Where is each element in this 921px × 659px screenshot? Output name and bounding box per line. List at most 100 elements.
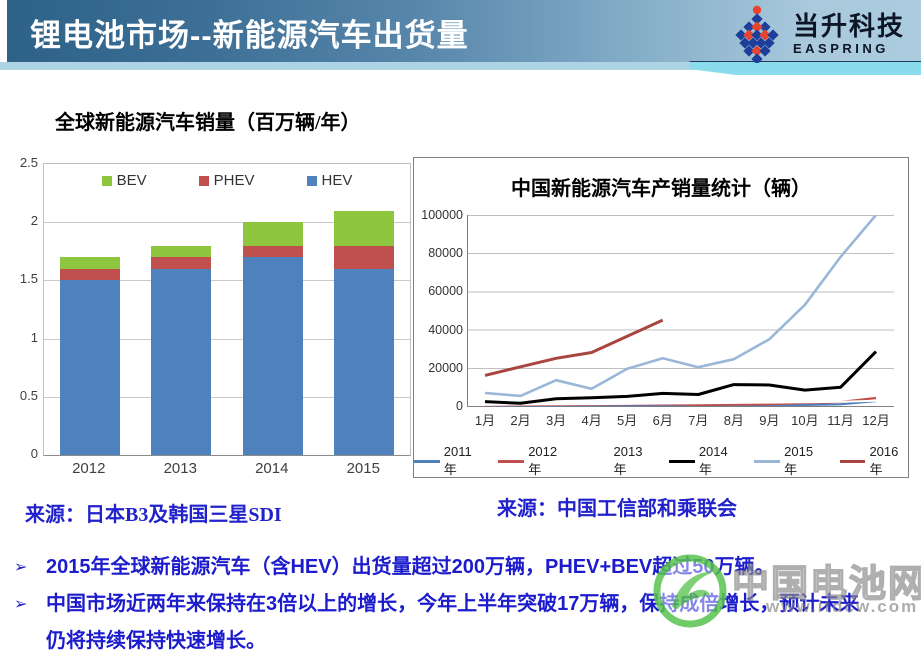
legend-item-2015年: 2015年	[754, 444, 822, 478]
bar-segment-hev	[59, 280, 120, 455]
header-strip	[0, 62, 921, 70]
series-line-2014年	[484, 350, 878, 405]
bar-2013	[151, 164, 212, 455]
legend-label: 2014年	[698, 444, 728, 477]
bar-chart-plot-area: BEV PHEV HEV	[43, 163, 411, 456]
x-axis-tick-label: 2013	[163, 460, 197, 477]
x-axis-tick-label: 6月	[652, 413, 673, 428]
y-axis-tick-label: 0.5	[19, 387, 38, 403]
legend-swatch-bev	[101, 175, 112, 186]
legend-swatch-phev	[198, 175, 209, 186]
legend-item-bev: BEV	[101, 172, 147, 189]
bullet-item-1: ➢ 2015年全球新能源汽车（含HEV）出货量超过200万辆，PHEV+BEV超过…	[14, 549, 870, 586]
legend-line-swatch	[754, 459, 781, 463]
x-axis-tick-label: 2月	[510, 413, 531, 428]
bar-segment-hev	[334, 268, 395, 455]
legend-label: 2015年	[784, 444, 814, 477]
legend-label: BEV	[116, 172, 147, 189]
source-right: 来源：中国工信部和乘联会	[497, 498, 737, 520]
gridline	[44, 396, 410, 398]
bar-segment-bev	[242, 222, 303, 246]
x-axis-tick-label: 3月	[545, 413, 567, 428]
bar-segment-bev	[334, 210, 395, 246]
legend-line-swatch	[669, 459, 695, 463]
legend-item-2013年: 2013年	[583, 444, 652, 478]
x-axis-tick-label: 2014	[255, 460, 289, 477]
y-axis-tick-label: 1.5	[19, 271, 38, 287]
x-axis-tick-label: 11月	[827, 413, 854, 428]
bar-segment-phev	[334, 245, 395, 269]
legend-swatch-hev	[306, 175, 317, 186]
y-axis-tick-label: 0	[30, 446, 38, 461]
line-chart-plot-area	[467, 215, 894, 407]
legend-item-phev: PHEV	[198, 172, 255, 189]
y-axis-tick-label: 20000	[428, 360, 463, 375]
x-axis-tick-label: 12月	[862, 413, 890, 428]
bar-segment-phev	[59, 268, 120, 281]
logo-text: 当升科技 EASPRING	[793, 13, 905, 55]
bar-segment-bev	[151, 245, 212, 258]
series-line-2013年	[484, 399, 877, 406]
bullet-item-2: ➢ 中国市场近两年来保持在3倍以上的增长，今年上半年突破17万辆，保持成倍增长，预…	[14, 586, 870, 659]
line-chart-legend: 2011年 2012年 2013年 2014年 2015年 2016年	[414, 444, 908, 478]
x-axis-tick-label: 1月	[474, 413, 496, 428]
y-axis-tick-label: 60000	[428, 284, 463, 299]
logo-name: 当升科技	[792, 11, 905, 41]
bullet-marker-icon: ➢	[14, 596, 28, 613]
x-axis-tick-label: 4月	[581, 413, 602, 428]
y-axis-tick-label: 40000	[428, 322, 463, 337]
bar-segment-bev	[59, 257, 120, 269]
legend-label: HEV	[321, 172, 353, 189]
x-axis-tick-label: 7月	[688, 413, 709, 428]
left-chart-title: 全球新能源汽车销量（百万辆/年）	[55, 112, 361, 134]
legend-item-2014年: 2014年	[669, 444, 737, 478]
gridline	[44, 338, 410, 340]
global-ev-sales-bar-chart: 2.5 2 1.5 1 0.5 0 BEV PHEV HEV 2012 2013 2014 2015	[12, 155, 412, 493]
bullet-text: 2015年全球新能源汽车（含HEV）出货量超过200万辆，PHEV+BEV超过5…	[46, 556, 775, 578]
source-left: 来源：日本B3及韩国三星SDI	[25, 504, 282, 526]
x-axis-tick-label: 9月	[759, 413, 780, 428]
legend-label: 2011年	[443, 444, 472, 477]
easpring-logo: 当升科技 EASPRING	[730, 5, 905, 63]
legend-label: 2013年	[613, 444, 643, 477]
bullet-marker-icon: ➢	[14, 559, 28, 576]
x-axis-tick-label: 10月	[791, 413, 819, 428]
bullet-list: ➢ 2015年全球新能源汽车（含HEV）出货量超过200万辆，PHEV+BEV超过…	[14, 549, 870, 659]
y-axis-tick-label: 0	[456, 399, 463, 413]
right-chart-title: 中国新能源汽车产销量统计（辆）	[511, 178, 811, 200]
logo-subtitle: EASPRING	[792, 41, 889, 56]
legend-line-swatch	[583, 459, 610, 463]
gridline	[44, 280, 410, 282]
bar-segment-hev	[151, 268, 212, 455]
legend-label: 2016年	[869, 444, 899, 477]
legend-label: 2012年	[528, 444, 558, 477]
legend-line-swatch	[839, 459, 866, 463]
legend-label: PHEV	[213, 172, 255, 189]
y-axis-tick-label: 2	[30, 213, 38, 229]
y-axis-tick-label: 100000	[421, 208, 463, 222]
x-axis-tick-label: 8月	[723, 413, 744, 428]
easpring-logo-icon	[735, 5, 779, 63]
bar-segment-phev	[151, 257, 212, 269]
bar-segment-hev	[242, 257, 303, 455]
y-axis-tick-label: 80000	[428, 246, 463, 261]
series-line-2016年	[484, 318, 664, 377]
y-axis-tick-label: 1	[30, 329, 38, 345]
legend-item-2011年: 2011年	[414, 444, 481, 478]
header-left-sliver	[0, 0, 7, 62]
series-line-2015年	[484, 215, 877, 398]
bar-segment-phev	[242, 245, 303, 258]
legend-item-hev: HEV	[306, 172, 353, 189]
y-axis-tick-label: 2.5	[19, 155, 38, 170]
bar-chart-bars	[44, 164, 410, 455]
gridline	[44, 222, 410, 224]
legend-line-swatch	[414, 459, 440, 463]
bar-2014	[242, 164, 303, 455]
legend-item-2016年: 2016年	[839, 444, 908, 478]
x-axis-tick-label: 2012	[72, 460, 106, 477]
page-title: 锂电池市场--新能源汽车出货量	[30, 18, 469, 53]
x-axis-tick-label: 5月	[617, 413, 638, 428]
bar-chart-y-axis: 2.5 2 1.5 1 0.5 0	[12, 155, 38, 461]
bullet-text: 中国市场近两年来保持在3倍以上的增长，今年上半年突破17万辆，保持成倍增长，预计…	[46, 593, 860, 652]
